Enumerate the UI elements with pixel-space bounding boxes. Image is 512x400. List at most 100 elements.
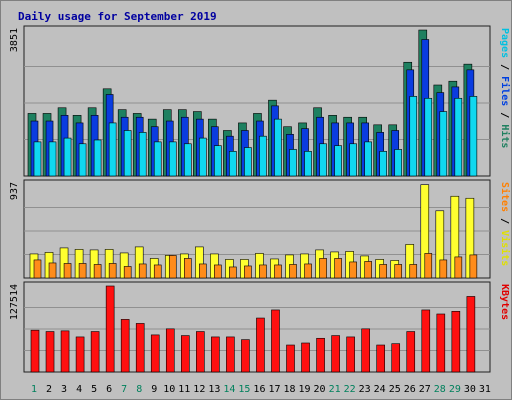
- bar-kbytes-day-15: [241, 339, 250, 373]
- bar-sites-day-14: [229, 266, 237, 279]
- bar-kbytes-day-8: [135, 323, 145, 373]
- day-label-8: 8: [136, 384, 142, 395]
- bar-kbytes-day-3: [60, 330, 70, 373]
- day-label-9: 9: [151, 384, 157, 395]
- bar-pages-day-17: [274, 118, 282, 177]
- bar-kbytes-day-1: [30, 329, 40, 373]
- day-label-31: 31: [479, 384, 491, 395]
- day-label-10: 10: [163, 384, 175, 395]
- bar-kbytes-day-12: [196, 331, 205, 373]
- bar-kbytes-day-23: [361, 328, 370, 373]
- day-label-26: 26: [404, 384, 416, 395]
- bar-pages-day-1: [33, 141, 42, 177]
- bar-sites-day-7: [123, 266, 132, 279]
- day-label-2: 2: [46, 384, 52, 395]
- bar-kbytes-day-18: [286, 344, 295, 373]
- bar-sites-day-23: [364, 261, 372, 279]
- right-label-part: Files: [499, 76, 511, 106]
- right-label-part: Sites: [499, 182, 511, 212]
- bar-sites-day-15: [244, 265, 252, 279]
- bar-sites-day-5: [93, 264, 102, 279]
- day-label-22: 22: [344, 384, 356, 395]
- bar-sites-day-9: [153, 264, 162, 279]
- bar-sites-day-29: [454, 256, 463, 279]
- bar-pages-day-14: [229, 151, 237, 177]
- right-label-part: /: [499, 212, 510, 230]
- bar-sites-day-19: [304, 263, 312, 279]
- bar-pages-day-7: [123, 130, 132, 177]
- bar-kbytes-day-24: [376, 344, 385, 373]
- bar-sites-day-8: [138, 263, 147, 279]
- day-label-17: 17: [268, 384, 280, 395]
- bar-kbytes-day-5: [90, 331, 100, 373]
- right-series-label: Sites / Visits: [499, 182, 511, 266]
- bar-sites-day-24: [379, 264, 387, 279]
- bar-sites-day-1: [33, 259, 42, 279]
- right-series-label: KBytes: [499, 284, 510, 320]
- bar-kbytes-day-14: [226, 336, 235, 373]
- day-label-20: 20: [314, 384, 326, 395]
- bar-pages-day-22: [349, 143, 357, 177]
- right-label-part: Hits: [499, 124, 511, 148]
- day-label-19: 19: [299, 384, 311, 395]
- bar-pages-day-18: [289, 149, 297, 177]
- bar-sites-day-13: [214, 264, 222, 279]
- day-label-13: 13: [208, 384, 220, 395]
- bar-pages-day-26: [409, 96, 418, 177]
- bar-sites-day-16: [259, 264, 267, 279]
- right-label-part: KBytes: [499, 284, 510, 320]
- bar-kbytes-day-10: [165, 328, 175, 373]
- bar-sites-day-25: [394, 264, 403, 279]
- bar-sites-day-17: [274, 264, 282, 279]
- day-label-18: 18: [283, 384, 295, 395]
- bar-kbytes-day-27: [421, 309, 431, 373]
- chart-title: Daily usage for September 2019: [18, 10, 217, 23]
- bar-sites-day-12: [199, 263, 207, 279]
- bar-kbytes-day-28: [436, 313, 446, 373]
- day-label-25: 25: [389, 384, 401, 395]
- day-label-23: 23: [359, 384, 371, 395]
- bar-sites-day-27: [424, 253, 433, 279]
- day-label-1: 1: [31, 384, 37, 395]
- bar-sites-day-4: [78, 263, 87, 279]
- bar-pages-day-16: [259, 135, 267, 177]
- y-max-label: 3851: [9, 28, 20, 52]
- bar-pages-day-27: [424, 97, 433, 177]
- bar-pages-day-19: [304, 151, 312, 177]
- bar-kbytes-day-4: [75, 336, 85, 373]
- day-label-3: 3: [61, 384, 67, 395]
- bar-sites-day-22: [349, 261, 357, 279]
- day-label-29: 29: [449, 384, 461, 395]
- bar-kbytes-day-16: [256, 317, 265, 373]
- bar-pages-day-30: [469, 96, 478, 177]
- bar-pages-day-9: [153, 141, 162, 177]
- bar-sites-day-21: [334, 258, 342, 279]
- right-label-part: Visits: [499, 230, 511, 266]
- bar-sites-day-20: [319, 258, 327, 279]
- day-label-27: 27: [419, 384, 431, 395]
- y-max-label: 937: [9, 182, 20, 200]
- bar-kbytes-day-7: [120, 319, 130, 373]
- bar-sites-day-2: [48, 262, 57, 279]
- bar-sites-day-3: [63, 263, 72, 279]
- right-label-part: /: [499, 106, 510, 124]
- day-label-14: 14: [223, 384, 235, 395]
- panel-sites-visits: 937 Sites / Visits: [9, 179, 511, 279]
- bar-kbytes-day-25: [391, 343, 401, 373]
- day-label-12: 12: [193, 384, 205, 395]
- day-label-30: 30: [464, 384, 476, 395]
- bar-pages-day-8: [138, 132, 147, 177]
- bar-pages-day-28: [439, 111, 448, 177]
- day-label-15: 15: [238, 384, 250, 395]
- bar-pages-day-29: [454, 97, 463, 177]
- day-label-4: 4: [76, 384, 82, 395]
- bar-kbytes-day-9: [150, 334, 160, 373]
- y-max-label: 127514: [9, 284, 20, 320]
- bar-pages-day-24: [379, 151, 387, 177]
- bar-kbytes-day-6: [105, 285, 115, 373]
- bar-pages-day-13: [214, 145, 222, 177]
- bar-kbytes-day-17: [271, 309, 280, 373]
- bar-kbytes-day-26: [406, 331, 416, 373]
- bar-sites-day-10: [168, 255, 177, 279]
